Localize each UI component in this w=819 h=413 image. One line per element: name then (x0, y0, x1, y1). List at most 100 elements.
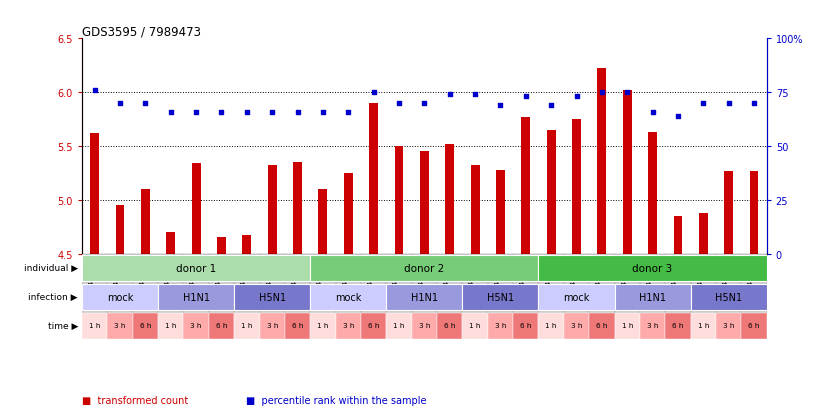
Point (518, 94, 532, 100)
Text: mock: mock (563, 292, 589, 302)
Text: 1 h: 1 h (89, 323, 100, 329)
Text: GSM466576: GSM466576 (139, 256, 145, 299)
Bar (538, 254, 563, 339)
Bar (82, 255, 310, 282)
Bar (82, 284, 158, 311)
Bar (234, 254, 259, 339)
Bar (613, 313, 639, 339)
Bar (259, 313, 284, 339)
Text: GSM466571: GSM466571 (165, 256, 170, 299)
Bar (597, 69, 605, 254)
Text: 1 h: 1 h (165, 323, 176, 329)
Bar (639, 254, 664, 339)
Bar (284, 254, 310, 339)
Text: donor 3: donor 3 (631, 263, 672, 273)
Text: GSM466585: GSM466585 (367, 256, 373, 299)
Bar (437, 313, 462, 339)
Text: 1 h: 1 h (621, 323, 632, 329)
Point (493, 102, 506, 109)
Point (215, 109, 228, 116)
Bar (690, 254, 715, 339)
Text: GSM466577: GSM466577 (215, 256, 221, 299)
Bar (360, 254, 386, 339)
Point (113, 100, 126, 107)
Bar (538, 255, 766, 282)
Text: 6 h: 6 h (672, 323, 683, 329)
Bar (487, 254, 513, 339)
Point (392, 100, 405, 107)
Text: 3 h: 3 h (722, 323, 734, 329)
Point (265, 109, 278, 116)
Point (189, 109, 202, 116)
Bar (133, 313, 158, 339)
Text: GSM466587: GSM466587 (519, 256, 525, 299)
Point (468, 92, 481, 98)
Bar (284, 313, 310, 339)
Bar (268, 166, 276, 254)
Text: 3 h: 3 h (570, 323, 581, 329)
Text: GSM466574: GSM466574 (190, 256, 196, 299)
Bar (715, 254, 740, 339)
Point (164, 109, 177, 116)
Text: 3 h: 3 h (419, 323, 429, 329)
Bar (589, 254, 613, 339)
Text: GSM466579: GSM466579 (316, 256, 323, 299)
Text: GSM466589: GSM466589 (621, 256, 627, 299)
Bar (318, 190, 327, 254)
Bar (664, 313, 690, 339)
Text: 1 h: 1 h (545, 323, 556, 329)
Bar (749, 171, 758, 254)
Text: 3 h: 3 h (190, 323, 201, 329)
Bar (192, 164, 201, 254)
Point (442, 92, 455, 98)
Point (696, 100, 709, 107)
Bar (335, 254, 360, 339)
Bar (259, 254, 284, 339)
Bar (90, 134, 99, 254)
Point (645, 109, 658, 116)
Bar (698, 213, 707, 254)
Text: GSM466582: GSM466582 (342, 256, 348, 299)
Bar (572, 120, 580, 254)
Point (138, 100, 152, 107)
Bar (310, 255, 538, 282)
Text: GDS3595 / 7989473: GDS3595 / 7989473 (82, 25, 201, 38)
Text: GSM466593: GSM466593 (722, 256, 728, 299)
Bar (158, 313, 183, 339)
Point (88, 88, 101, 94)
Text: H1N1: H1N1 (638, 292, 665, 302)
Bar (672, 216, 681, 254)
Bar (158, 254, 183, 339)
Bar (234, 284, 310, 311)
Bar (445, 145, 454, 254)
Bar (613, 254, 639, 339)
Text: infection ▶: infection ▶ (29, 292, 78, 301)
Text: H5N1: H5N1 (714, 292, 741, 302)
Text: H5N1: H5N1 (258, 292, 285, 302)
Point (671, 113, 684, 120)
Text: 6 h: 6 h (139, 323, 151, 329)
Text: individual ▶: individual ▶ (24, 263, 78, 272)
Text: 1 h: 1 h (393, 323, 405, 329)
Bar (462, 313, 487, 339)
Bar (411, 254, 437, 339)
Bar (310, 313, 335, 339)
Point (367, 90, 380, 96)
Bar (115, 206, 124, 254)
Text: GSM466595: GSM466595 (671, 256, 677, 299)
Bar (335, 313, 360, 339)
Text: 6 h: 6 h (292, 323, 303, 329)
Bar (639, 313, 664, 339)
Bar (723, 171, 732, 254)
Bar (513, 313, 538, 339)
Text: GSM466596: GSM466596 (747, 256, 753, 299)
Point (620, 90, 633, 96)
Text: GSM466594: GSM466594 (595, 256, 601, 299)
Bar (715, 313, 740, 339)
Bar (419, 152, 428, 254)
Bar (133, 254, 158, 339)
Text: GSM466578: GSM466578 (292, 256, 297, 299)
Bar (622, 91, 631, 254)
Bar (462, 284, 538, 311)
Text: mock: mock (335, 292, 361, 302)
